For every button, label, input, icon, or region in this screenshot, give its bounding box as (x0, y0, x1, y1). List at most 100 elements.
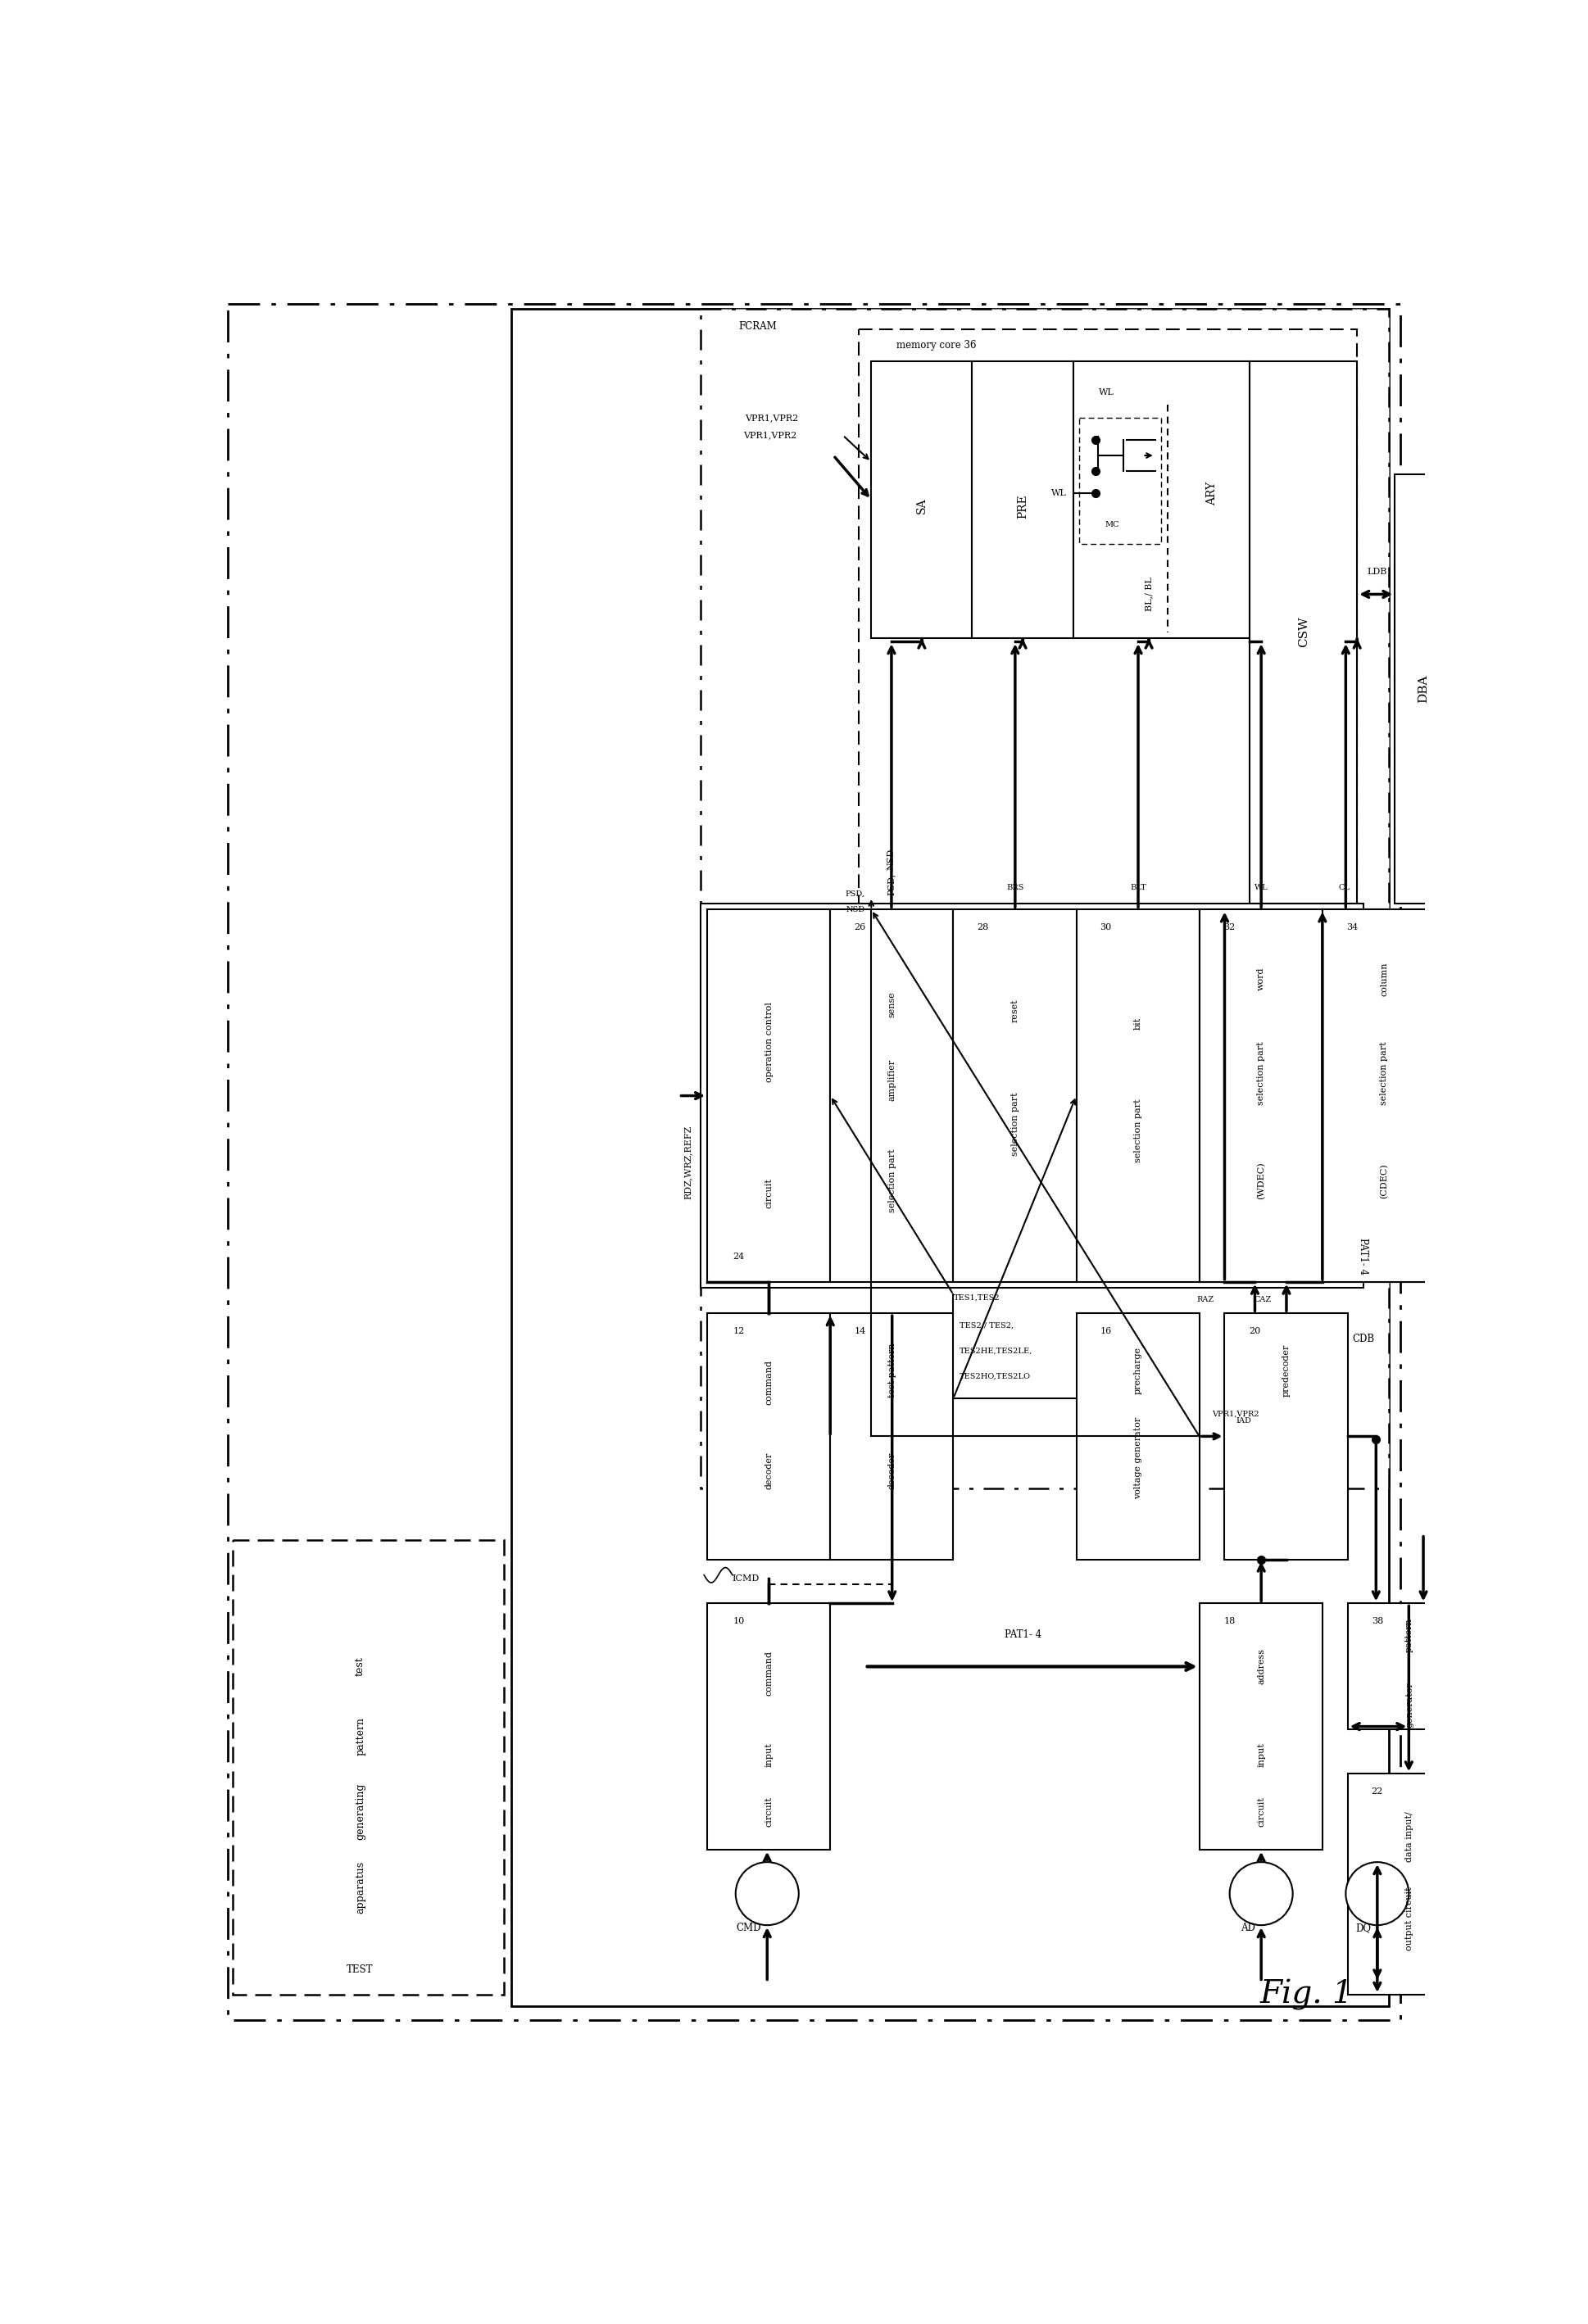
Bar (872, 360, 972, 639)
Text: generating: generating (354, 1783, 365, 1841)
Text: AD: AD (1240, 1922, 1255, 1934)
Text: PRE: PRE (1016, 493, 1029, 518)
Bar (1348, 1773, 1470, 1994)
Text: word: word (1258, 967, 1266, 990)
Text: TES2HE,TES2LE,: TES2HE,TES2LE, (959, 1348, 1032, 1355)
Text: input: input (765, 1743, 773, 1766)
Text: DQ: DQ (1356, 1922, 1370, 1934)
Bar (707, 909, 831, 1283)
Text: decoder: decoder (888, 1452, 896, 1490)
Text: selection part: selection part (1012, 1092, 1019, 1155)
Text: VPR1,VPR2: VPR1,VPR2 (1212, 1411, 1259, 1418)
Text: WL: WL (1051, 490, 1067, 497)
Text: amplifier: amplifier (888, 1060, 896, 1102)
Bar (972, 360, 1073, 639)
Text: CDB: CDB (1353, 1334, 1375, 1343)
Text: MC: MC (1105, 521, 1120, 528)
Text: 38: 38 (1372, 1618, 1383, 1624)
Text: predecoder: predecoder (1283, 1343, 1291, 1397)
Bar (1080, 418, 1161, 544)
Bar (700, 904, 1364, 1287)
Text: WL: WL (1099, 388, 1113, 397)
Text: PAT1- 4: PAT1- 4 (1004, 1629, 1042, 1641)
Text: circuit: circuit (765, 1796, 773, 1827)
Bar (1348, 1604, 1470, 1729)
Text: test: test (354, 1657, 365, 1676)
Text: 24: 24 (734, 1253, 745, 1260)
Text: TES1,TES2: TES1,TES2 (953, 1294, 1000, 1301)
Text: RAZ: RAZ (1197, 1297, 1215, 1304)
Text: DBA: DBA (1418, 674, 1429, 702)
Circle shape (735, 1862, 799, 1924)
Bar (1250, 360, 1358, 904)
Bar (1199, 909, 1323, 1283)
Text: selection part: selection part (1134, 1099, 1142, 1162)
Bar (831, 1313, 953, 1559)
Text: TEST: TEST (346, 1964, 373, 1975)
Text: command: command (765, 1360, 773, 1406)
Text: WL: WL (1255, 883, 1267, 892)
Text: 20: 20 (1250, 1327, 1261, 1334)
Text: 18: 18 (1224, 1618, 1235, 1624)
Text: NSD: NSD (888, 848, 896, 869)
Text: precharge: precharge (1134, 1346, 1142, 1394)
Text: (CDEC): (CDEC) (1380, 1164, 1388, 1199)
Bar (953, 909, 1077, 1283)
Text: 26: 26 (854, 923, 865, 932)
Text: RDZ,WRZ,REFZ: RDZ,WRZ,REFZ (684, 1125, 692, 1199)
Text: bit: bit (1134, 1018, 1142, 1030)
Text: 32: 32 (1223, 923, 1235, 932)
Text: selection part: selection part (1258, 1041, 1266, 1106)
Text: input: input (1258, 1743, 1266, 1766)
Text: CMD: CMD (735, 1922, 761, 1934)
Text: address: address (1258, 1648, 1266, 1685)
Circle shape (1229, 1862, 1293, 1924)
Text: circuit: circuit (1258, 1796, 1266, 1827)
Circle shape (1345, 1862, 1409, 1924)
Text: command: command (765, 1650, 773, 1697)
Text: LDB: LDB (1367, 567, 1388, 576)
Text: 22: 22 (1372, 1787, 1383, 1796)
Text: sense: sense (888, 992, 896, 1018)
Bar (511, 309, 1388, 2006)
Text: Fig. 1: Fig. 1 (1259, 1980, 1353, 2010)
Text: PSD,: PSD, (888, 874, 896, 895)
Bar (1323, 909, 1445, 1283)
Text: 16: 16 (1100, 1327, 1112, 1334)
Text: TES2,/ TES2,: TES2,/ TES2, (959, 1322, 1013, 1329)
Bar (831, 909, 953, 1283)
Text: ARY: ARY (1207, 481, 1218, 504)
Text: ICMD: ICMD (732, 1573, 759, 1583)
Text: apparatus: apparatus (354, 1862, 365, 1913)
Text: output circuit: output circuit (1405, 1887, 1413, 1950)
Text: SA: SA (916, 497, 927, 514)
Bar (707, 1604, 831, 1850)
Text: 28: 28 (977, 923, 989, 932)
Bar (1077, 1313, 1199, 1559)
Text: test pattern: test pattern (888, 1343, 896, 1397)
Text: TES2HO,TES2LO: TES2HO,TES2LO (959, 1373, 1031, 1380)
Text: column: column (1380, 962, 1388, 997)
Text: memory core 36: memory core 36 (897, 339, 977, 351)
Text: pattern: pattern (1405, 1618, 1413, 1652)
Text: operation control: operation control (765, 1002, 773, 1083)
Text: CL: CL (1339, 883, 1350, 892)
Text: PAT1- 4: PAT1- 4 (1358, 1239, 1369, 1276)
Text: selection part: selection part (888, 1148, 896, 1213)
Text: selection part: selection part (1380, 1041, 1388, 1106)
Bar (1073, 360, 1250, 639)
Text: CAZ: CAZ (1255, 1297, 1270, 1304)
Text: VPR1,VPR2: VPR1,VPR2 (745, 414, 799, 421)
Text: 10: 10 (734, 1618, 745, 1624)
Text: 14: 14 (854, 1327, 865, 1334)
Text: pattern: pattern (354, 1717, 365, 1755)
Bar (859, 330, 1358, 909)
Bar (700, 309, 1388, 1490)
Text: 30: 30 (1100, 923, 1112, 932)
Bar (1394, 474, 1451, 904)
Text: 34: 34 (1347, 923, 1358, 932)
Text: reset: reset (1012, 999, 1019, 1023)
Text: circuit: circuit (765, 1178, 773, 1208)
Text: BL,/ BL: BL,/ BL (1145, 576, 1153, 611)
Text: IAD: IAD (1235, 1418, 1251, 1425)
